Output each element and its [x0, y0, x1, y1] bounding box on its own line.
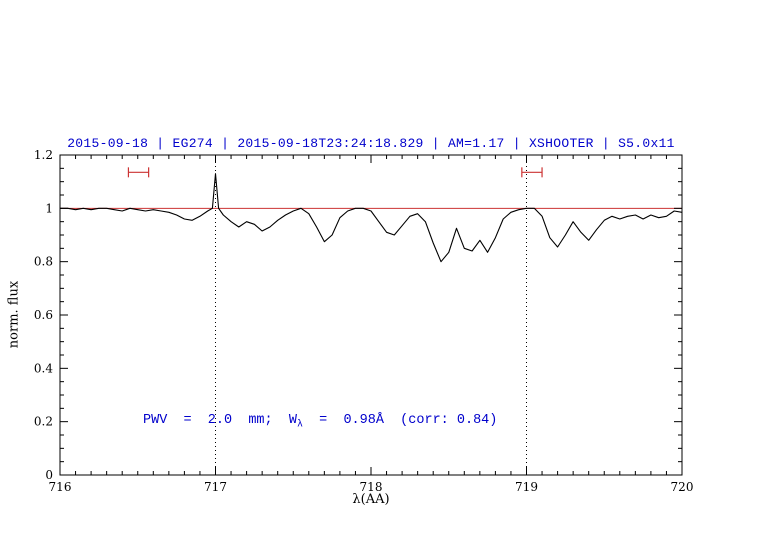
axis-ticks	[59, 154, 683, 476]
svg-text:0.4: 0.4	[34, 361, 53, 375]
spectrum-line	[60, 173, 683, 263]
svg-text:718: 718	[360, 480, 383, 494]
svg-text:0.2: 0.2	[34, 415, 53, 429]
vertical-dotted-lines	[215, 155, 527, 475]
plot-title: 2015-09-18 | EG274 | 2015-09-18T23:24:18…	[67, 136, 675, 151]
svg-text:720: 720	[671, 480, 694, 494]
svg-text:717: 717	[204, 480, 227, 494]
svg-text:0: 0	[45, 468, 53, 482]
pwv-annotation-sub: λ	[296, 419, 303, 431]
svg-text:0.8: 0.8	[34, 255, 53, 269]
pwv-annotation: PWV = 2.0 mm; Wλ = 0.98Å (corr: 0.84)	[143, 413, 497, 431]
x-tick-labels: 716 717 718 719 720	[49, 480, 694, 494]
svg-text:719: 719	[515, 480, 538, 494]
pwv-annotation-prefix: PWV = 2.0 mm; W	[143, 413, 297, 428]
svg-text:1: 1	[45, 201, 53, 215]
x-axis-label: λ(AA)	[352, 492, 390, 507]
svg-text:0.6: 0.6	[34, 308, 53, 322]
y-tick-labels: 0 0.2 0.4 0.6 0.8 1 1.2	[34, 148, 53, 482]
svg-text:716: 716	[49, 480, 72, 494]
pwv-range-markers	[127, 167, 543, 178]
svg-text:1.2: 1.2	[34, 148, 53, 162]
y-axis-label: norm. flux	[6, 280, 22, 349]
pwv-annotation-suffix: = 0.98Å (corr: 0.84)	[302, 413, 498, 428]
